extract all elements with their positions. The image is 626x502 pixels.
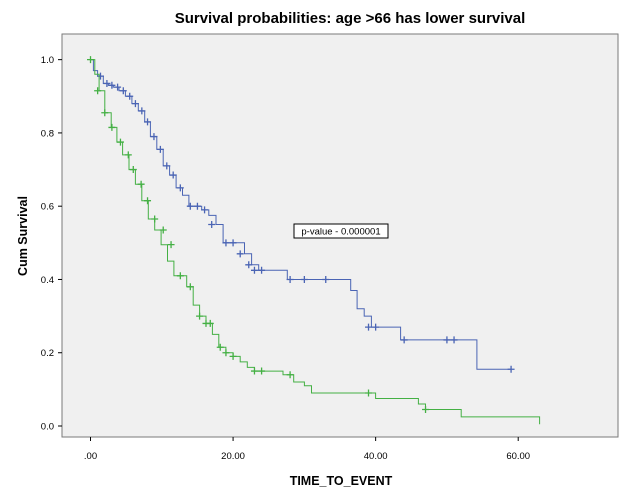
- censor-mark: [229, 352, 237, 360]
- censor-mark: [129, 166, 137, 174]
- censor-mark: [176, 184, 184, 192]
- censor-mark: [94, 87, 102, 95]
- censor-mark: [250, 266, 258, 274]
- censor-mark: [372, 323, 380, 331]
- censor-mark: [186, 283, 194, 291]
- censor-mark: [144, 118, 152, 126]
- censor-mark: [144, 197, 152, 205]
- censor-mark: [138, 107, 146, 115]
- censor-mark: [167, 241, 175, 249]
- censor-mark: [286, 275, 294, 283]
- censor-mark: [126, 92, 134, 100]
- censor-mark: [422, 406, 430, 414]
- censor-mark: [365, 323, 373, 331]
- y-tick-label: 0.0: [41, 422, 54, 433]
- censor-mark: [300, 275, 308, 283]
- censor-mark: [245, 261, 253, 269]
- y-tick-label: 0.8: [41, 128, 54, 139]
- censor-mark: [114, 83, 122, 91]
- censor-mark: [286, 371, 294, 379]
- y-axis-title: Cum Survival: [16, 196, 30, 276]
- censor-mark: [222, 349, 230, 357]
- x-tick-label: 40.00: [364, 451, 388, 462]
- censor-mark: [150, 133, 158, 141]
- censor-marks-1: [96, 72, 515, 373]
- chart-title: Survival probabilities: age >66 has lowe…: [175, 10, 526, 27]
- censor-marks-2: [87, 56, 430, 414]
- censor-mark: [258, 367, 266, 375]
- x-axis-title: TIME_TO_EVENT: [290, 474, 393, 488]
- censor-mark: [196, 312, 204, 320]
- censor-mark: [103, 79, 111, 87]
- censor-mark: [169, 171, 177, 179]
- censor-mark: [208, 221, 216, 229]
- y-tick-label: 0.6: [41, 202, 54, 213]
- censor-mark: [507, 365, 515, 373]
- censor-mark: [250, 367, 258, 375]
- x-tick-label: 60.00: [506, 451, 530, 462]
- censor-mark: [159, 226, 167, 234]
- censor-mark: [201, 206, 209, 214]
- censor-mark: [108, 81, 116, 89]
- censor-mark: [124, 151, 132, 159]
- censor-mark: [163, 162, 171, 170]
- p-value-box: [293, 223, 389, 239]
- censor-mark: [322, 275, 330, 283]
- x-tick-label: .00: [84, 451, 97, 462]
- censor-mark: [156, 145, 164, 153]
- censor-mark: [108, 123, 116, 131]
- censor-mark: [96, 72, 104, 80]
- censor-mark: [116, 138, 124, 146]
- censor-mark: [119, 87, 127, 95]
- censor-mark: [186, 202, 194, 210]
- censor-mark: [206, 319, 214, 327]
- censor-mark: [229, 239, 237, 247]
- censor-mark: [137, 180, 145, 188]
- censor-mark: [236, 250, 244, 258]
- censor-mark: [151, 215, 159, 223]
- censor-mark: [101, 109, 109, 117]
- censor-mark: [131, 100, 139, 108]
- y-tick-label: 0.4: [41, 275, 54, 286]
- censor-mark: [87, 56, 95, 64]
- p-value-annotation: p-value - 0.000001: [301, 227, 380, 238]
- censor-mark: [258, 266, 266, 274]
- y-tick-label: 1.0: [41, 55, 54, 66]
- censor-mark: [176, 272, 184, 280]
- censor-mark: [443, 336, 451, 344]
- x-tick-label: 20.00: [221, 451, 245, 462]
- censor-mark: [222, 239, 230, 247]
- censor-mark: [400, 336, 408, 344]
- censor-mark: [450, 336, 458, 344]
- censor-mark: [365, 389, 373, 397]
- censor-mark: [216, 343, 224, 351]
- y-tick-label: 0.2: [41, 348, 54, 359]
- censor-mark: [193, 202, 201, 210]
